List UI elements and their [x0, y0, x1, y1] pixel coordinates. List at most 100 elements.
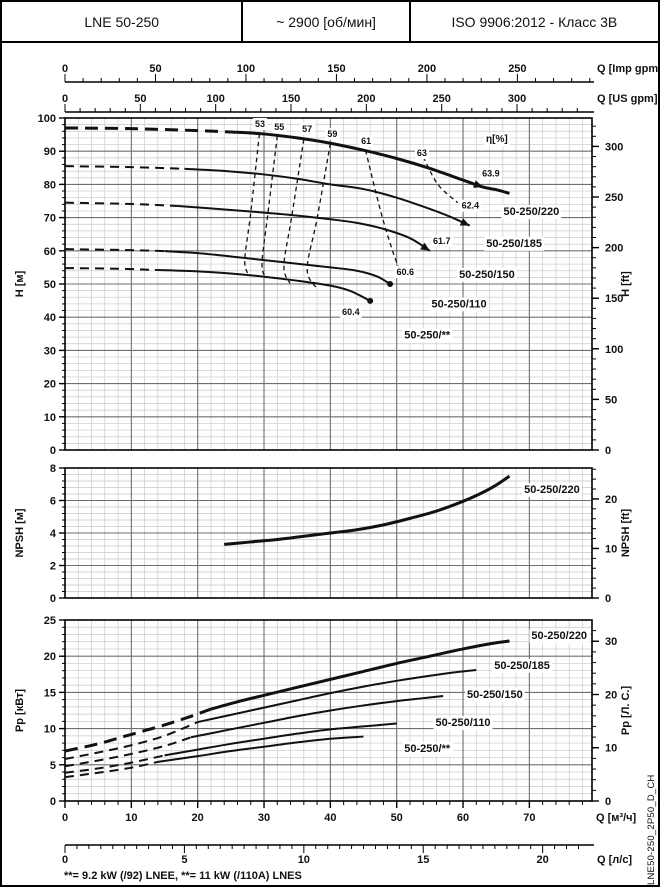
- efficiency-value-label: 53: [255, 119, 265, 129]
- efficiency-value-label: 61: [361, 136, 371, 146]
- curve-label: 50-250/110: [432, 298, 487, 310]
- svg-text:300: 300: [508, 93, 526, 105]
- svg-text:0: 0: [62, 854, 68, 866]
- svg-text:60: 60: [44, 246, 56, 258]
- svg-text:10: 10: [125, 812, 137, 824]
- svg-text:0: 0: [50, 796, 56, 808]
- svg-text:0: 0: [50, 593, 56, 605]
- power-frame: [64, 619, 593, 802]
- curve-50-250-185: [64, 165, 471, 227]
- npsh-grid: [65, 468, 592, 598]
- svg-text:5: 5: [50, 760, 56, 772]
- svg-text:30: 30: [258, 812, 270, 824]
- curve-label: 50-250/185: [494, 660, 550, 672]
- svg-text:100: 100: [38, 113, 56, 125]
- svg-text:15: 15: [417, 854, 429, 866]
- power-y-axis-title-left: Pp [кВт]: [14, 689, 26, 732]
- test-standard: ISO 9906:2012 - Класс 3В: [408, 2, 658, 41]
- curve-label: 50-250/**: [404, 329, 451, 341]
- svg-text:15: 15: [44, 687, 56, 699]
- svg-text:10: 10: [44, 724, 56, 736]
- svg-text:25: 25: [44, 615, 56, 627]
- efficiency-value-label: 57: [302, 124, 312, 134]
- svg-text:10: 10: [298, 854, 310, 866]
- svg-text:40: 40: [324, 812, 336, 824]
- curve-label: 50-250/220: [531, 630, 587, 642]
- svg-text:50: 50: [134, 93, 146, 105]
- flow-axis-title-m3h: Q [м³/ч]: [596, 812, 637, 824]
- svg-text:0: 0: [50, 445, 56, 457]
- flow-ruler-imp-gpm: 0 50 100 150 200 250 Q [Imp gpm]: [62, 63, 660, 83]
- efficiency-value-label: 63: [417, 148, 427, 158]
- svg-text:200: 200: [605, 243, 623, 255]
- flow-ruler-title-us-gpm: Q [US gpm]: [597, 93, 658, 105]
- arrowhead-marker: [420, 242, 430, 251]
- svg-text:150: 150: [327, 63, 345, 75]
- curve-50-250-150: [64, 201, 431, 252]
- svg-text:5: 5: [181, 854, 187, 866]
- head-y-axis-title-left: H [м]: [14, 270, 26, 297]
- curve-50-250-220: [64, 639, 510, 753]
- svg-text:80: 80: [44, 179, 56, 191]
- curve-50-250-**: [64, 735, 364, 779]
- svg-text:10: 10: [605, 743, 617, 755]
- curve-label: 50-250/220: [524, 484, 580, 496]
- svg-text:100: 100: [206, 93, 224, 105]
- arrowhead-marker: [459, 218, 470, 226]
- iso-efficiency-line: [422, 156, 459, 204]
- document-code: LNE50-250_2P50_D_CH: [646, 774, 657, 885]
- efficiency-value-label: 60.6: [397, 267, 415, 277]
- power-chart: 0 5 10 15 20 25 Pp [кВт] 0 10 20 30 Pр [Л. С.] 0 10 20…: [14, 615, 637, 824]
- curve-label: 50-250/150: [459, 269, 515, 281]
- curve-label: 50-250/110: [436, 717, 491, 729]
- svg-text:250: 250: [433, 93, 451, 105]
- svg-text:250: 250: [605, 192, 623, 204]
- curve-50-250-220: [64, 126, 510, 195]
- power-y-axis-right: 0 10 20 30 Pр [Л. С.]: [592, 630, 632, 808]
- curve-label: 50-250/150: [467, 689, 523, 701]
- svg-text:50: 50: [149, 63, 161, 75]
- svg-text:40: 40: [44, 312, 56, 324]
- power-y-axis-left: 0 5 10 15 20 25 Pp [кВт]: [14, 615, 65, 808]
- iso-efficiency-line: [244, 133, 261, 274]
- svg-text:0: 0: [62, 812, 68, 824]
- head-y-axis-left: 0 10 20 30 40 50 60 70 80 90 100 H [м]: [14, 113, 65, 457]
- efficiency-value-label: 62.4: [462, 201, 480, 211]
- svg-text:0: 0: [62, 93, 68, 105]
- svg-text:60: 60: [457, 812, 469, 824]
- head-y-axis-title-right: H [ft]: [620, 271, 632, 297]
- svg-text:0: 0: [62, 63, 68, 75]
- svg-text:50: 50: [44, 279, 56, 291]
- pump-model-title: LNE 50-250: [84, 13, 160, 30]
- svg-text:200: 200: [357, 93, 375, 105]
- svg-text:20: 20: [44, 651, 56, 663]
- efficiency-value-label: 60.4: [342, 307, 360, 317]
- svg-text:250: 250: [508, 63, 526, 75]
- svg-text:10: 10: [605, 543, 617, 555]
- flow-ruler-us-gpm: 0 50 100 150 200 250 300 Q [US gpm]: [62, 93, 658, 113]
- pump-speed: ~ 2900 [об/мин]: [241, 2, 408, 41]
- svg-text:150: 150: [605, 293, 623, 305]
- svg-text:70: 70: [44, 213, 56, 225]
- efficiency-value-label: 55: [274, 122, 284, 132]
- efficiency-axis-label: η[%]: [486, 134, 508, 145]
- svg-text:150: 150: [282, 93, 300, 105]
- title-bar: LNE 50-250 ~ 2900 [об/мин] ISO 9906:2012…: [2, 2, 658, 43]
- efficiency-value-label: 61.7: [433, 236, 451, 246]
- curve-50-250-185: [64, 668, 477, 760]
- svg-text:10: 10: [44, 412, 56, 424]
- head-y-axis-right: 0 50 100 150 200 250 300 H [ft]: [592, 125, 632, 457]
- flow-ruler-title-imp-gpm: Q [Imp gpm]: [597, 63, 660, 75]
- svg-text:30: 30: [605, 636, 617, 648]
- svg-text:20: 20: [537, 854, 549, 866]
- svg-text:200: 200: [418, 63, 436, 75]
- svg-text:2: 2: [50, 561, 56, 573]
- svg-text:20: 20: [44, 379, 56, 391]
- arrowhead-marker: [473, 180, 483, 188]
- svg-text:300: 300: [605, 141, 623, 153]
- curve-50-250-220: [224, 474, 511, 546]
